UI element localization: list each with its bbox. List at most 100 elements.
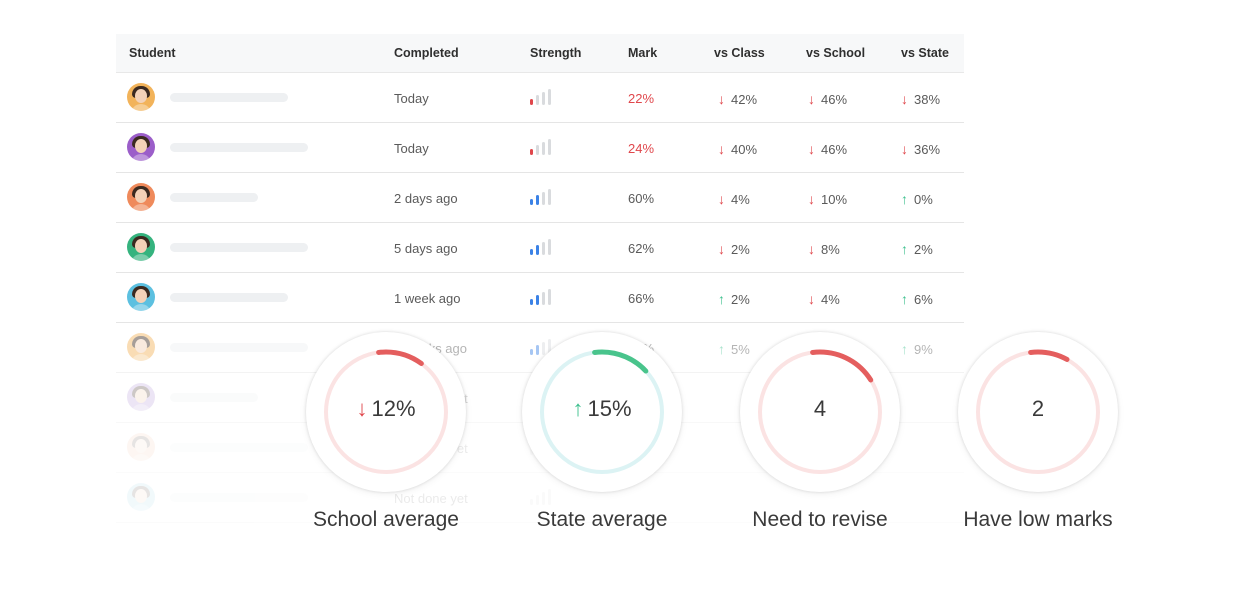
vs-state-cell: ↓ 38% — [901, 91, 940, 107]
avatar — [127, 83, 155, 111]
strength-bar — [536, 495, 539, 505]
strength-bar — [548, 489, 551, 505]
strength-indicator — [530, 337, 554, 355]
strength-bar — [536, 295, 539, 305]
avatar — [127, 483, 155, 511]
arrow-up-icon: ↑ — [718, 341, 725, 357]
header-mark[interactable]: Mark — [628, 46, 658, 60]
arrow-up-icon: ↑ — [718, 291, 725, 307]
strength-bar — [542, 92, 545, 105]
stat-value: ↓ 12% — [306, 396, 466, 422]
results-table: Student Completed Strength Mark vs Class… — [116, 34, 964, 523]
header-vs-class[interactable]: vs Class — [714, 46, 765, 60]
strength-bar — [530, 149, 533, 155]
comparison-value: 46% — [821, 142, 848, 157]
strength-bar — [530, 299, 533, 305]
student-name-placeholder — [170, 193, 258, 202]
strength-indicator — [530, 87, 554, 105]
student-name-placeholder — [170, 443, 308, 452]
stat-label: Need to revise — [752, 508, 888, 531]
comparison-value: 40% — [731, 142, 758, 157]
stat-value: ↑ 15% — [522, 396, 682, 422]
strength-bar — [530, 499, 533, 505]
completed-cell: 5 days ago — [394, 241, 458, 256]
strength-bar — [542, 342, 545, 355]
stat-value-text: 12% — [371, 396, 416, 421]
avatar — [127, 183, 155, 211]
strength-bar — [548, 139, 551, 155]
strength-bar — [548, 289, 551, 305]
vs-school-cell: ↓ 4% — [808, 291, 840, 307]
arrow-up-icon: ↑ — [901, 191, 908, 207]
arrow-down-icon: ↓ — [808, 241, 815, 257]
header-vs-state[interactable]: vs State — [901, 46, 949, 60]
stat-ring — [539, 349, 665, 475]
strength-bar — [548, 89, 551, 105]
header-completed[interactable]: Completed — [394, 46, 459, 60]
arrow-down-icon: ↓ — [808, 91, 815, 107]
comparison-value: 4% — [821, 292, 840, 307]
student-name-placeholder — [170, 343, 308, 352]
stat-circle: 4 — [740, 332, 900, 492]
completed-cell: Today — [394, 91, 429, 106]
stat-label: Have low marks — [963, 508, 1113, 531]
strength-bar — [542, 292, 545, 305]
table-row[interactable]: 2 days ago 60% ↓ 4% ↓ 10% ↑ 0% — [116, 173, 964, 223]
strength-bar — [536, 195, 539, 205]
strength-indicator — [530, 137, 554, 155]
vs-state-cell: ↑ 9% — [901, 341, 933, 357]
arrow-down-icon: ↓ — [808, 291, 815, 307]
vs-class-cell: ↓ 2% — [718, 241, 750, 257]
comparison-value: 2% — [731, 242, 750, 257]
header-strength[interactable]: Strength — [530, 46, 582, 60]
header-student[interactable]: Student — [129, 46, 176, 60]
stat-ring — [975, 349, 1101, 475]
mark-cell: 60% — [628, 191, 655, 206]
stat-value-text: 2 — [1031, 396, 1045, 421]
arrow-up-icon: ↑ — [901, 341, 908, 357]
strength-bar — [530, 199, 533, 205]
stat-label: School average — [313, 508, 459, 531]
table-body: Today 22% ↓ 42% ↓ 46% ↓ 38% Today 24% ↓ 40% ↓ 46% ↓ 36%… — [116, 73, 964, 523]
header-vs-school[interactable]: vs School — [806, 46, 866, 60]
strength-bar — [530, 449, 533, 455]
strength-indicator — [530, 487, 554, 505]
strength-bar — [530, 249, 533, 255]
table-row[interactable]: 1 week ago 66% ↑ 2% ↓ 4% ↑ 6% — [116, 273, 964, 323]
strength-bar — [536, 245, 539, 255]
strength-bar — [542, 192, 545, 205]
strength-bar — [548, 239, 551, 255]
strength-bar — [542, 142, 545, 155]
table-row[interactable]: Today 22% ↓ 42% ↓ 46% ↓ 38% — [116, 73, 964, 123]
avatar — [127, 133, 155, 161]
comparison-value: 2% — [731, 292, 750, 307]
stat-label: State average — [536, 508, 668, 531]
comparison-value: 4% — [731, 192, 750, 207]
vs-school-cell: ↓ 10% — [808, 191, 847, 207]
stat-circle: ↑ 15% — [522, 332, 682, 492]
arrow-down-icon: ↓ — [718, 241, 725, 257]
strength-bar — [530, 99, 533, 105]
strength-bar — [542, 242, 545, 255]
avatar — [127, 383, 155, 411]
table-header: Student Completed Strength Mark vs Class… — [116, 34, 964, 73]
vs-state-cell: ↓ 36% — [901, 141, 940, 157]
stat-value-text: 15% — [587, 396, 632, 421]
table-row[interactable]: Today 24% ↓ 40% ↓ 46% ↓ 36% — [116, 123, 964, 173]
student-name-placeholder — [170, 293, 288, 302]
vs-class-cell: ↑ 5% — [718, 341, 750, 357]
stat-value: 2 — [958, 396, 1118, 422]
stat-circle: 2 — [958, 332, 1118, 492]
stat-value-text: 4 — [813, 396, 827, 421]
table-row[interactable]: 5 days ago 62% ↓ 2% ↓ 8% ↑ 2% — [116, 223, 964, 273]
mark-cell: 66% — [628, 291, 655, 306]
avatar — [127, 333, 155, 361]
table-row[interactable]: Not done yet — [116, 473, 964, 523]
strength-bar — [548, 339, 551, 355]
student-name-placeholder — [170, 243, 308, 252]
arrow-up-icon: ↑ — [572, 396, 584, 421]
arrow-down-icon: ↓ — [718, 141, 725, 157]
strength-indicator — [530, 287, 554, 305]
vs-class-cell: ↓ 42% — [718, 91, 757, 107]
student-name-placeholder — [170, 393, 258, 402]
